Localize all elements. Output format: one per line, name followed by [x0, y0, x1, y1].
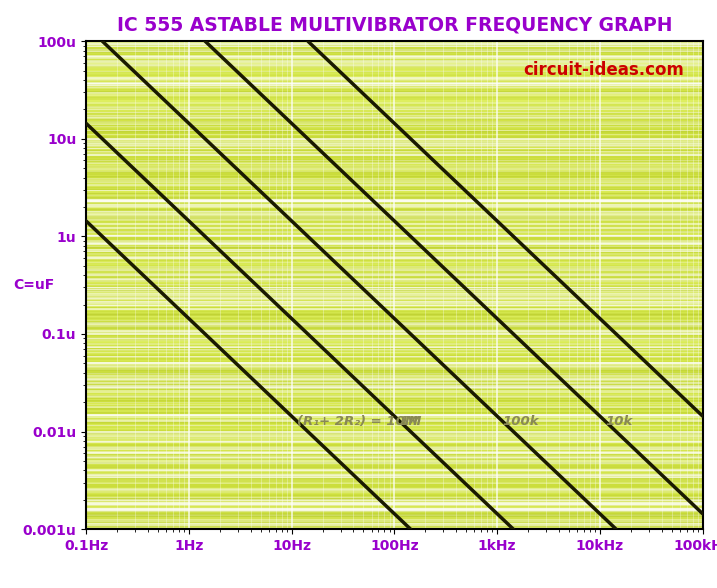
Text: 10k: 10k	[605, 415, 632, 428]
Text: 100k: 100k	[502, 415, 538, 428]
Text: circuit-ideas.com: circuit-ideas.com	[523, 61, 684, 79]
Text: C=uF: C=uF	[13, 278, 54, 292]
Text: (R₁+ 2R₂) = 10M: (R₁+ 2R₂) = 10M	[297, 415, 417, 428]
Text: 1M: 1M	[399, 415, 422, 428]
Title: IC 555 ASTABLE MULTIVIBRATOR FREQUENCY GRAPH: IC 555 ASTABLE MULTIVIBRATOR FREQUENCY G…	[117, 15, 672, 34]
